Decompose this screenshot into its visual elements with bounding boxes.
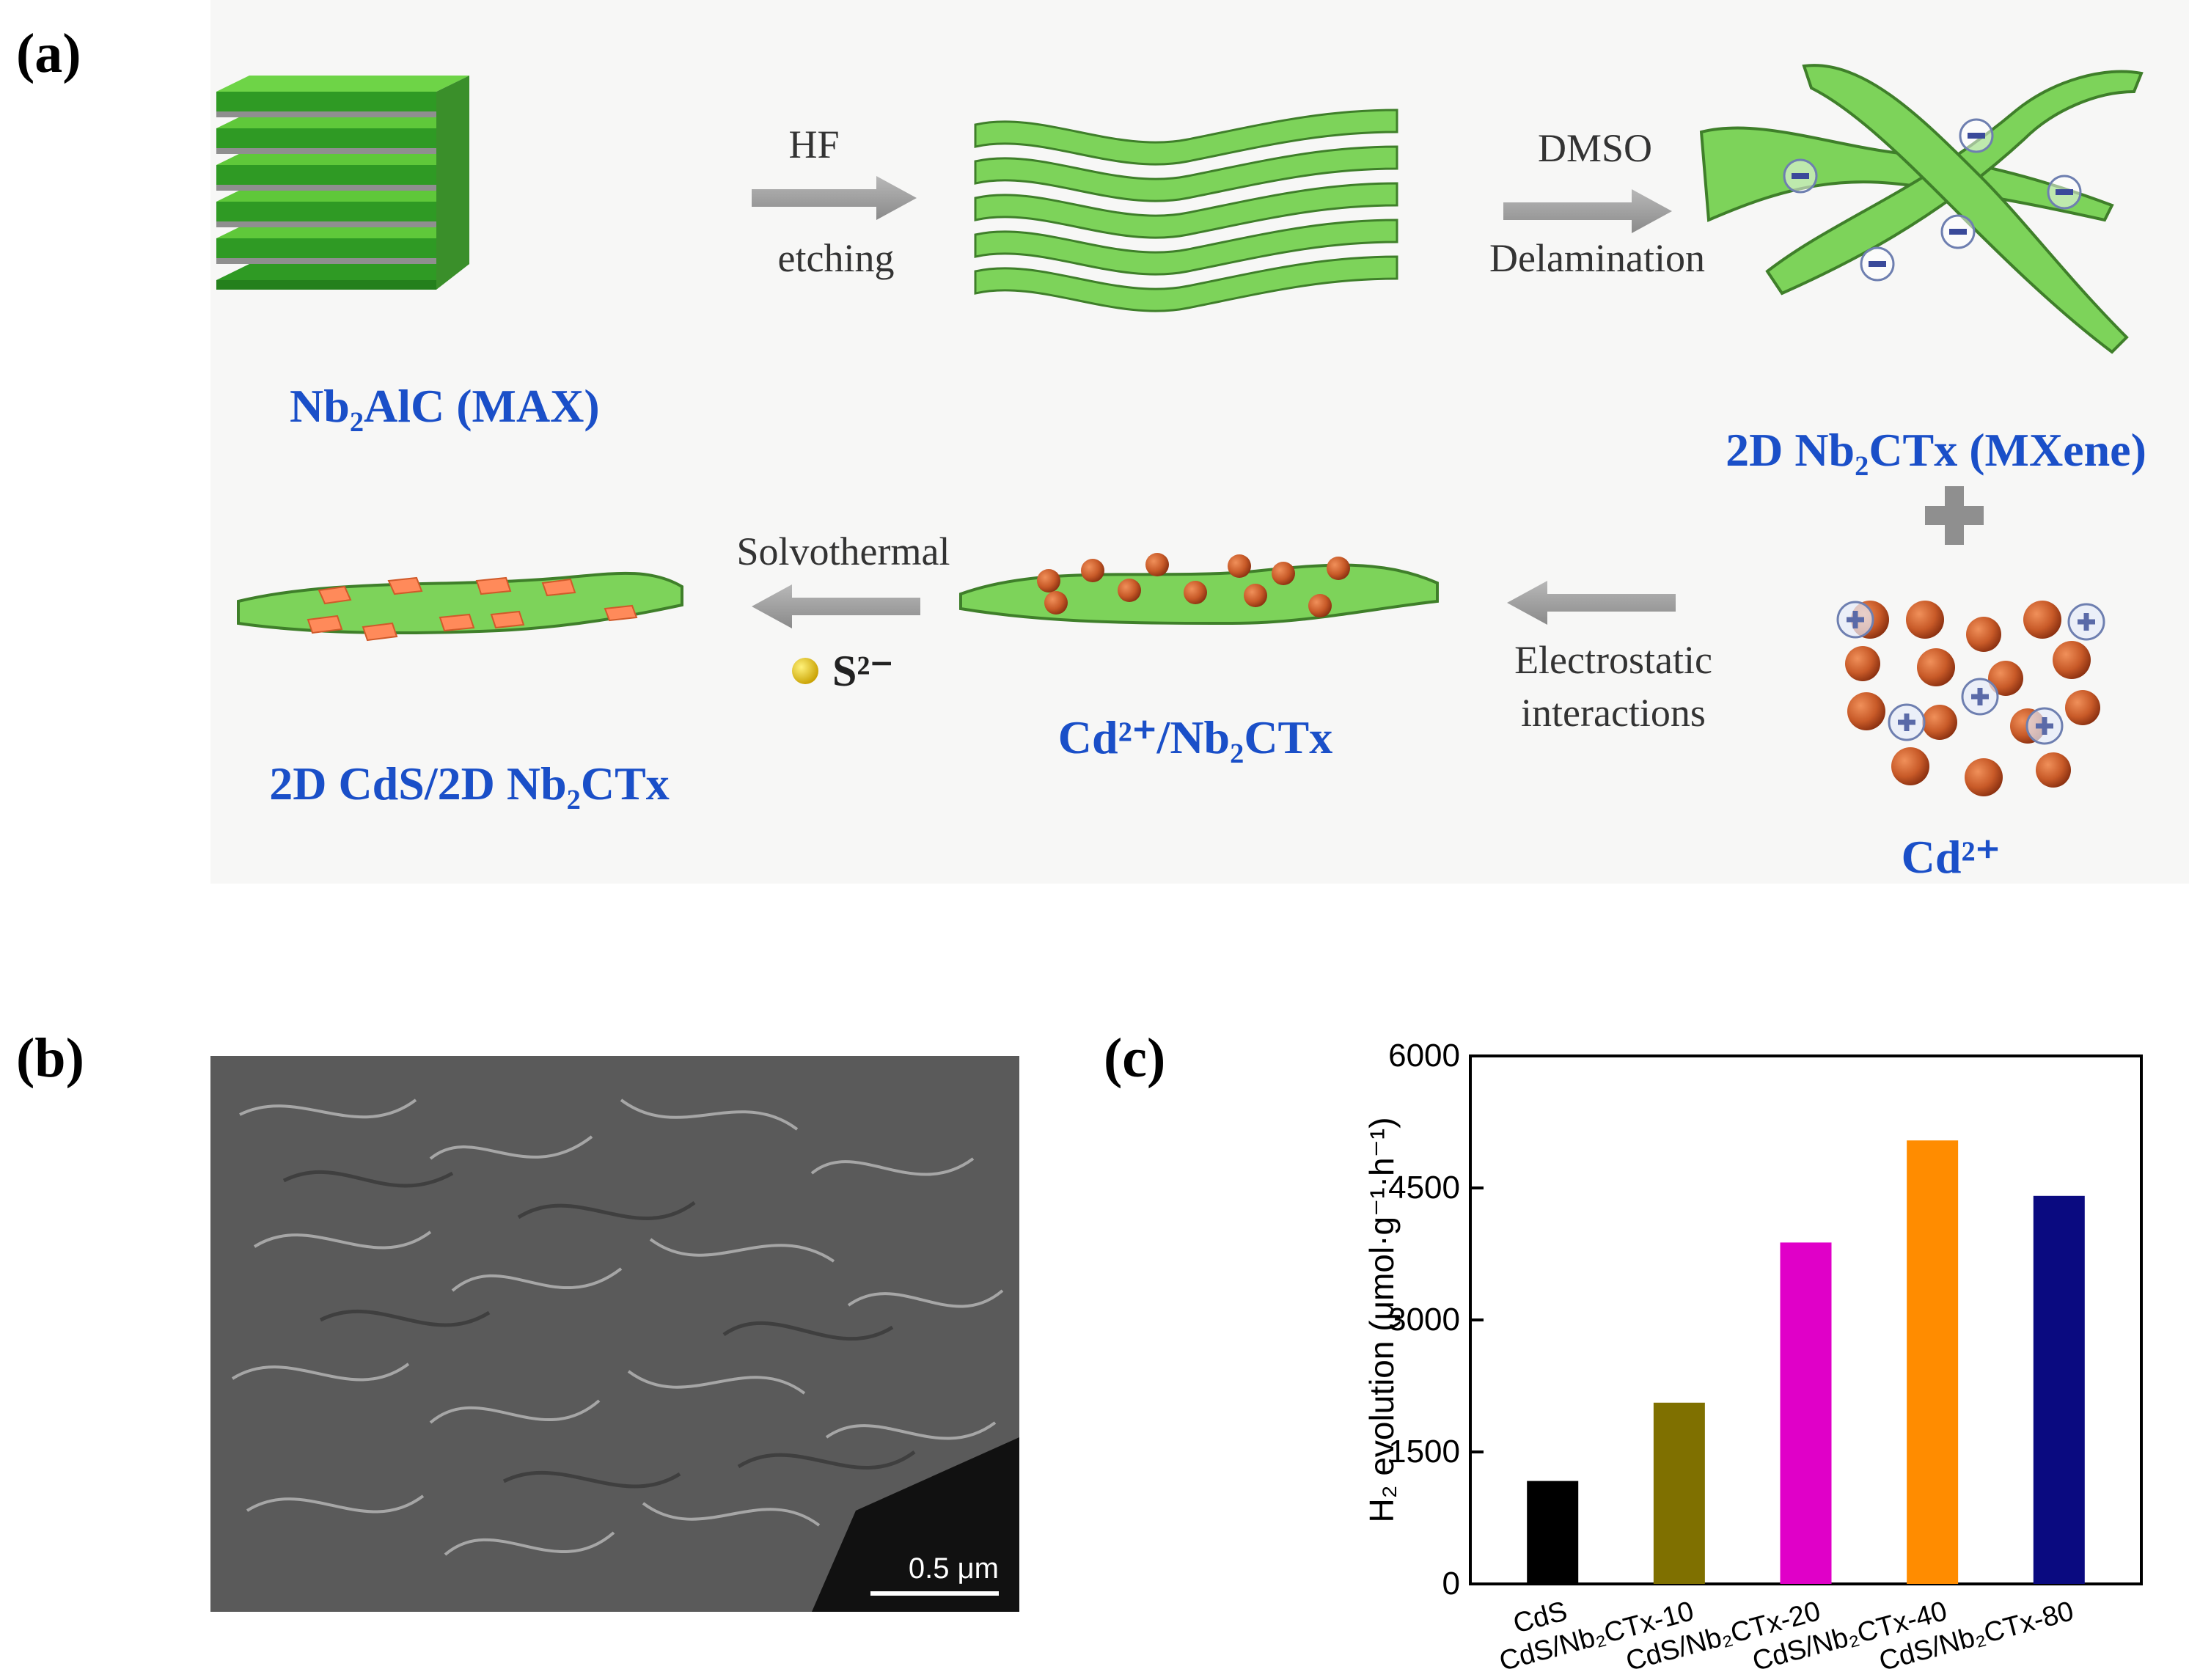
electrostatic-label-2: interactions [1521, 691, 1706, 735]
dmso-arrow-icon [1503, 189, 1672, 233]
final-label: 2D CdS/2D Nb₂CTx [269, 758, 670, 810]
cd-label: Cd²⁺ [1902, 831, 2001, 883]
hf-arrow-icon [752, 176, 917, 220]
y-axis-label: H₂ evolution (μmol·g⁻¹·h⁻¹) [1363, 1117, 1401, 1522]
panel-label-c: (c) [1104, 1027, 1166, 1089]
bar-4 [2033, 1195, 2085, 1584]
etched-sheets [974, 109, 1398, 312]
plus-icon [1925, 486, 1984, 545]
cd-ions-on-sheet [1037, 553, 1350, 617]
h2-evolution-chart: 01500300045006000CdSCdS/Nb₂CTx-10CdS/Nb₂… [1363, 1041, 2143, 1672]
panel-label-a: (a) [16, 23, 81, 84]
mxene-sheets [1699, 64, 2144, 354]
mxene-label: 2D Nb₂CTx (MXene) [1726, 424, 2146, 476]
max-label: Nb₂AlC (MAX) [290, 380, 600, 432]
hf-label-bottom: etching [778, 236, 895, 280]
synthesis-schematic: Nb₂AlC (MAX) HF etching DMSO Delaminatio… [216, 64, 2146, 883]
dmso-label-top: DMSO [1538, 126, 1652, 170]
sulfide-ball-icon [792, 658, 818, 684]
y-tick-label-4: 6000 [1388, 1041, 1460, 1074]
bar-1 [1653, 1402, 1705, 1584]
sem-texture [210, 1056, 1019, 1612]
sulfide-label: S²⁻ [832, 647, 893, 695]
y-tick-label-3: 4500 [1388, 1170, 1460, 1206]
electrostatic-arrow-icon [1507, 581, 1676, 625]
electrostatic-label-1: Electrostatic [1514, 638, 1712, 682]
panel-label-b: (b) [16, 1027, 84, 1089]
hf-label-top: HF [788, 122, 839, 166]
y-tick-label-2: 3000 [1388, 1302, 1460, 1338]
bar-3 [1907, 1140, 1959, 1584]
scale-bar-label: 0.5 μm [908, 1552, 999, 1585]
y-tick-label-1: 1500 [1388, 1434, 1460, 1470]
max-layered-stack [216, 76, 469, 290]
solvothermal-arrow-icon [752, 584, 920, 628]
solvothermal-label: Solvothermal [737, 529, 950, 573]
bar-0 [1527, 1481, 1579, 1584]
bar-2 [1780, 1242, 1832, 1584]
cds-nanoplates [307, 576, 638, 642]
y-tick-label-0: 0 [1442, 1566, 1460, 1602]
cd-ion-cluster [1845, 601, 2100, 796]
scale-bar [870, 1591, 999, 1596]
sem-image: 0.5 μm [210, 1056, 1019, 1612]
cd-nb-label: Cd²⁺/Nb₂CTx [1058, 711, 1332, 763]
dmso-label-bottom: Delamination [1489, 236, 1705, 280]
